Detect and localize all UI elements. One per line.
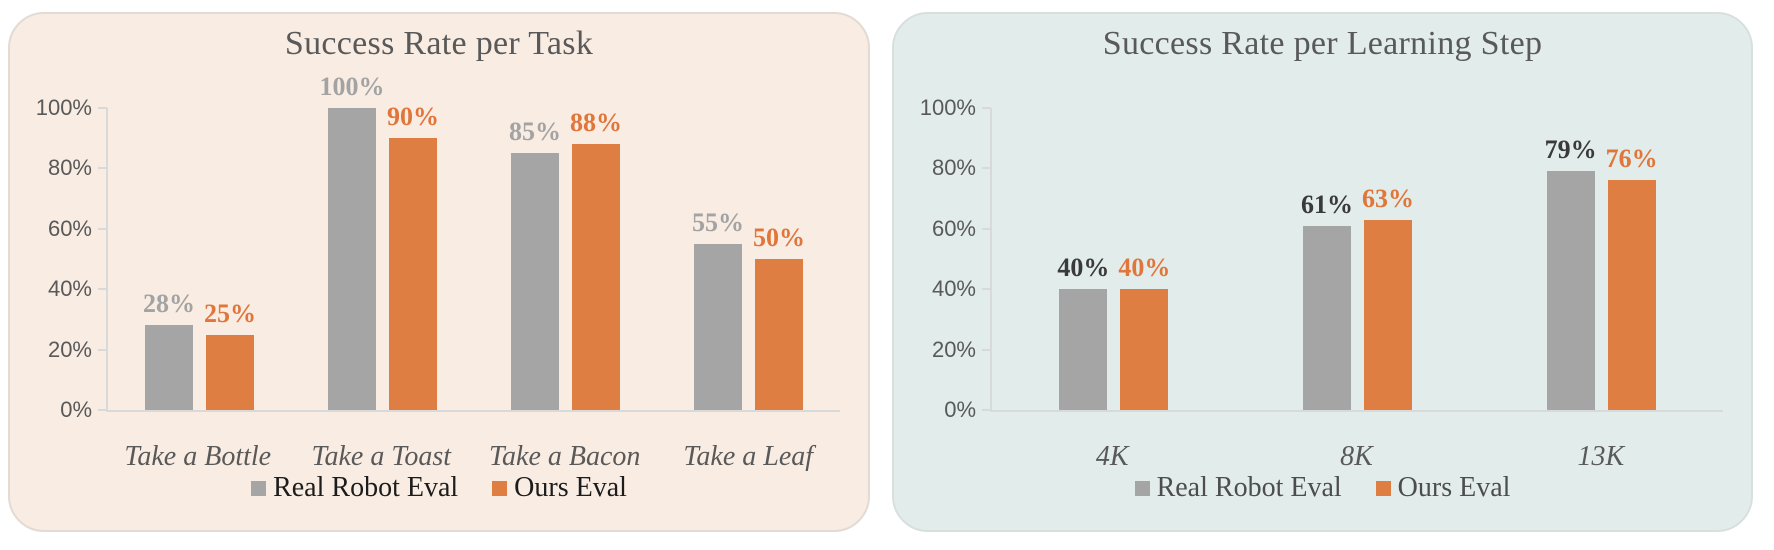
- y-tick-label: 0%: [944, 397, 976, 422]
- x-category-label: 4K: [1095, 441, 1129, 472]
- chart-panel-task: Success Rate per Task 100% 80% 60% 40% 20% 0%…: [8, 12, 870, 532]
- plot: 28% 25% 100% 90% 85% 88% 55% 50%: [106, 72, 840, 412]
- bar-value-label: 40%: [1118, 253, 1171, 283]
- bar-value-label: 79%: [1544, 135, 1597, 165]
- legend-swatch: [1134, 480, 1150, 496]
- x-category-label: 13K: [1577, 441, 1625, 472]
- y-tick-mark: [982, 167, 991, 170]
- legend: Real Robot Eval Ours Eval: [10, 472, 868, 504]
- bar: 40%: [1057, 253, 1109, 410]
- legend-label: Ours Eval: [1397, 472, 1511, 503]
- bar-value-label: 50%: [753, 223, 805, 252]
- y-tick-label: 20%: [931, 336, 976, 362]
- y-tick-mark: [98, 409, 107, 411]
- y-tick-label: 100%: [35, 95, 92, 120]
- chart-title: Success Rate per Task: [284, 25, 594, 62]
- legend-label: Ours Eval: [514, 472, 627, 503]
- bar-value-label: 88%: [570, 108, 622, 138]
- bar: 25%: [204, 299, 256, 410]
- y-tick-mark: [982, 107, 991, 109]
- chart-panel-learning-step: Success Rate per Learning Step 100% 80% 60…: [892, 12, 1753, 532]
- legend-item: Ours Eval: [492, 472, 627, 504]
- y-tick-label: 40%: [931, 276, 976, 302]
- y-tick-mark: [982, 348, 991, 351]
- bar-group: 40% 40%: [992, 253, 1236, 410]
- x-axis-labels: 4K 8K 13K: [990, 441, 1723, 473]
- x-category-label: 8K: [1340, 441, 1373, 472]
- bar: 63%: [1362, 184, 1414, 410]
- x-category-label: Take a Toast: [311, 441, 452, 472]
- bar: 50%: [753, 223, 805, 410]
- legend-swatch: [1375, 480, 1391, 496]
- x-category-label: Take a Bottle: [124, 441, 272, 472]
- legend-item: Ours Eval: [1375, 472, 1511, 504]
- bar-group: 85% 88%: [474, 108, 657, 410]
- legend: Real Robot Eval Ours Eval: [894, 472, 1751, 504]
- bar-value-label: 63%: [1362, 183, 1414, 213]
- y-tick-mark: [982, 288, 991, 291]
- y-tick-label: 20%: [47, 336, 92, 362]
- y-tick-label: 80%: [931, 155, 976, 181]
- bar-group: 55% 50%: [657, 208, 840, 410]
- legend-label: Real Robot Eval: [273, 472, 459, 503]
- y-axis: 100% 80% 60% 40% 20% 0%: [894, 95, 1751, 422]
- y-tick-mark: [982, 409, 991, 411]
- bar: 40%: [1118, 253, 1170, 410]
- y-tick-mark: [98, 348, 107, 351]
- legend-label: Real Robot Eval: [1156, 472, 1342, 503]
- bar-group: 79% 76%: [1479, 135, 1723, 410]
- y-tick-mark: [982, 227, 991, 230]
- chart-title: Success Rate per Learning Step: [1102, 25, 1543, 62]
- bar-group: 28% 25%: [108, 289, 291, 410]
- bar-value-label: 100%: [319, 72, 385, 101]
- bar: 79%: [1545, 135, 1597, 410]
- bar-value-label: 28%: [143, 289, 195, 319]
- legend-item: Real Robot Eval: [251, 472, 458, 504]
- plot-area: 100% 80% 60% 40% 20% 0% 40% 40% 61% 63% 79% 76%: [894, 95, 1751, 422]
- y-tick-mark: [98, 107, 107, 109]
- bar: 61%: [1301, 190, 1353, 410]
- plot: 40% 40% 61% 63% 79% 76%: [990, 108, 1723, 412]
- bar: 28%: [143, 289, 195, 410]
- y-axis: 100% 80% 60% 40% 20% 0%: [10, 95, 868, 422]
- bar-value-label: 90%: [387, 102, 439, 132]
- legend-swatch: [492, 480, 508, 496]
- x-category-label: Take a Bacon: [489, 441, 641, 472]
- y-tick-label: 0%: [60, 397, 92, 422]
- bar-value-label: 76%: [1605, 144, 1658, 174]
- y-tick-mark: [98, 288, 107, 291]
- y-tick-mark: [98, 227, 107, 230]
- legend-swatch: [251, 480, 267, 496]
- y-tick-mark: [98, 167, 107, 170]
- bar: 85%: [509, 117, 561, 410]
- bar: 55%: [692, 208, 744, 410]
- bar-value-label: 40%: [1057, 253, 1110, 283]
- y-tick-label: 60%: [47, 215, 92, 241]
- bar: 88%: [570, 108, 622, 410]
- y-tick-label: 60%: [931, 215, 976, 241]
- legend-item: Real Robot Eval: [1134, 472, 1342, 504]
- bar: 76%: [1606, 144, 1658, 410]
- x-axis-labels: Take a Bottle Take a Toast Take a Bacon Tak…: [106, 441, 840, 473]
- plot-area: 100% 80% 60% 40% 20% 0% 28% 25% 100% 90% 85% 88% 55…: [10, 72, 868, 422]
- bar-group: 61% 63%: [1236, 184, 1480, 410]
- bar: 100%: [320, 72, 385, 410]
- bar-value-label: 85%: [509, 117, 561, 147]
- bar-value-label: 55%: [692, 207, 744, 237]
- bar: 90%: [387, 102, 439, 410]
- bar-value-label: 25%: [204, 298, 256, 328]
- bar-group: 100% 90%: [291, 72, 474, 410]
- y-tick-label: 80%: [47, 155, 92, 181]
- bar-value-label: 61%: [1301, 189, 1353, 219]
- y-tick-label: 40%: [47, 276, 92, 302]
- x-category-label: Take a Leaf: [683, 441, 814, 472]
- y-tick-label: 100%: [919, 95, 976, 120]
